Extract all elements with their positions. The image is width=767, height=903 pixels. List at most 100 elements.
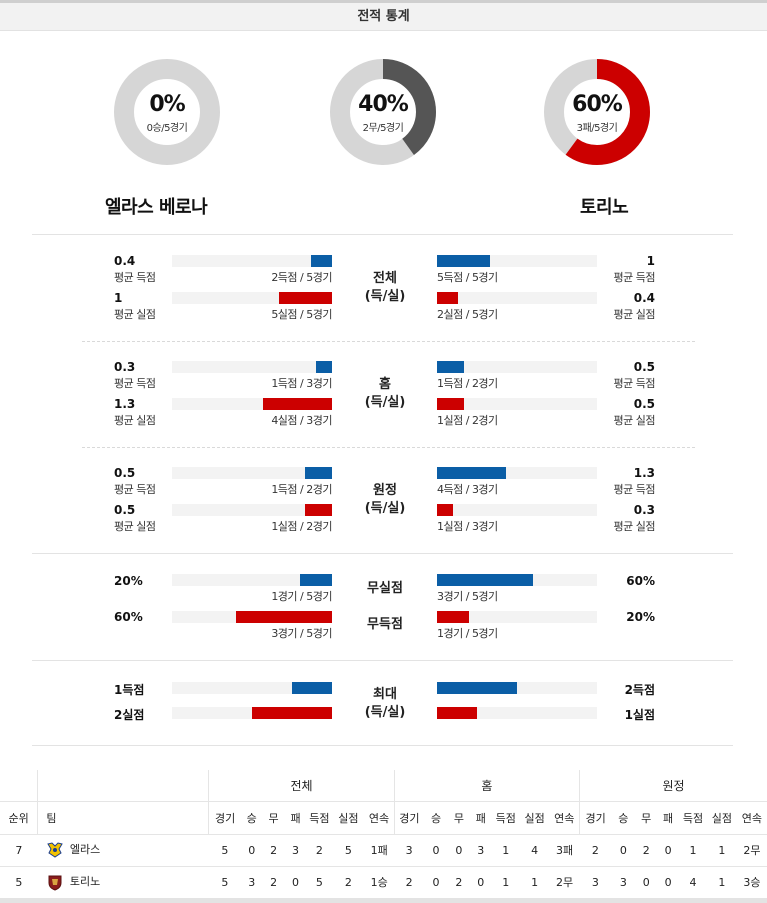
col-streak: 연속: [364, 800, 395, 835]
away-avg-conceded-label: 평균 실점: [613, 308, 656, 321]
away-avg-conceded-label: 평균 실점: [613, 520, 656, 533]
section-label-home: 홈 (득/실): [334, 376, 436, 412]
divider: [32, 234, 733, 235]
section-label-line2: (득/실): [364, 289, 406, 304]
rank-cell: 7: [0, 834, 38, 867]
stat-cell: 3: [469, 834, 492, 867]
col-draws: 무: [635, 800, 658, 835]
away-avg-conceded: 0.4: [633, 291, 655, 305]
stat-cell: 1: [706, 834, 737, 867]
bar-track: [437, 398, 597, 410]
away-avg-scored: 1: [646, 254, 655, 268]
stat-cell: 5: [332, 834, 365, 867]
section-label-line1: 원정: [373, 483, 397, 498]
away-conceded-bar: [437, 292, 458, 304]
away-avg-conceded: 0.5: [633, 397, 655, 411]
away-max-scored-bar: [437, 682, 517, 694]
stat-cell: 1: [491, 834, 520, 867]
bar-track: [437, 504, 597, 516]
stat-cell: 3: [284, 834, 307, 867]
section-label-total: 전체 (득/실): [334, 270, 436, 306]
group-home: 홈: [393, 770, 580, 801]
home-clean-sheet-detail: 1경기 / 5경기: [271, 590, 332, 603]
away-avg-scored: 1.3: [633, 466, 655, 480]
stat-cell: 3: [394, 834, 425, 867]
stat-cell: 0: [611, 834, 636, 867]
away-clean-sheet-bar: [437, 574, 533, 586]
home-conceded-detail: 4실점 / 3경기: [271, 414, 332, 427]
col-goals-for: 득점: [306, 800, 333, 835]
col-losses: 패: [469, 800, 492, 835]
streak-cell: 2무: [736, 834, 767, 867]
away-team-name: 토리노: [580, 197, 629, 218]
away-conceded-bar: [437, 504, 453, 516]
col-wins: 승: [240, 800, 263, 835]
home-avg-scored-label: 평균 득점: [114, 483, 156, 496]
home-max-conceded: 2실점: [114, 708, 145, 722]
donut-arc: [544, 59, 650, 165]
donut-percent: 0%: [149, 92, 185, 117]
loss-rate-donut: 60% 3패/5경기: [543, 58, 651, 166]
home-avg-conceded-label: 평균 실점: [114, 520, 156, 533]
divider: [32, 745, 733, 746]
donut-caption: 0승/5경기: [146, 123, 188, 134]
torino-logo-icon: [46, 873, 64, 891]
stat-cell: 0: [657, 834, 680, 867]
section-label-line2: (득/실): [364, 395, 406, 410]
stat-cell: 2: [262, 834, 285, 867]
home-avg-scored: 0.4: [114, 254, 136, 268]
verona-logo-icon: [46, 841, 64, 859]
table-header-row: 순위 팀 경기 승 무 패 득점 실점 연속 경기 승 무 패 득점 실점 연속…: [0, 800, 767, 835]
col-goals-for: 득점: [491, 800, 520, 835]
col-draws: 무: [447, 800, 470, 835]
away-conceded-detail: 1실점 / 2경기: [437, 414, 498, 427]
col-wins: 승: [611, 800, 636, 835]
streak-cell: 3승: [736, 866, 767, 899]
away-max-scored: 2득점: [624, 683, 655, 697]
col-draws: 무: [262, 800, 285, 835]
section-label-clean-sheet: 무실점: [367, 581, 403, 596]
stat-cell: 5: [208, 866, 241, 899]
standings-table: 전체 홈 원정 순위 팀 경기 승 무 패 득점 실점 연속 경기 승 무 패 …: [0, 770, 767, 899]
stat-cell: 0: [424, 834, 448, 867]
divider: [82, 341, 695, 342]
col-games: 경기: [393, 800, 425, 835]
group-away: 원정: [578, 770, 767, 801]
home-scored-bar: [316, 361, 332, 373]
table-row: 5 토리노 5 3 2 0 5 2 1승 2 0 2 0 1 1 2무 3 3 …: [0, 866, 767, 899]
section-label-max: 최대 (득/실): [334, 686, 436, 722]
home-team-name: 엘라스 베로나: [105, 197, 208, 218]
bar-track: [437, 707, 597, 719]
home-avg-conceded-label: 평균 실점: [114, 308, 156, 321]
col-games: 경기: [208, 800, 241, 835]
away-avg-scored-label: 평균 득점: [613, 377, 656, 390]
away-scored-detail: 5득점 / 5경기: [437, 271, 498, 284]
stat-cell: 3: [611, 866, 636, 899]
col-streak: 연속: [736, 800, 767, 835]
bar-track: [172, 574, 332, 586]
home-avg-conceded: 1.3: [114, 397, 136, 411]
streak-cell: 3패: [549, 834, 580, 867]
stat-cell: 0: [657, 866, 680, 899]
table-group-row: 전체 홈 원정: [0, 770, 767, 801]
away-no-score-pct: 20%: [626, 610, 655, 624]
col-games: 경기: [578, 800, 612, 835]
donut-caption: 2무/5경기: [362, 123, 404, 134]
stat-cell: 5: [306, 866, 333, 899]
home-avg-conceded: 0.5: [114, 503, 136, 517]
home-no-score-bar: [236, 611, 332, 623]
stat-cell: 2: [394, 866, 425, 899]
stat-cell: 2: [635, 834, 658, 867]
page-title: 전적 통계: [0, 0, 767, 31]
section-label-line2: (득/실): [364, 501, 406, 516]
home-scored-detail: 1득점 / 2경기: [271, 483, 332, 496]
home-conceded-detail: 1실점 / 2경기: [271, 520, 332, 533]
home-scored-bar: [311, 255, 332, 267]
col-wins: 승: [424, 800, 448, 835]
bar-track: [172, 361, 332, 373]
home-avg-scored: 0.5: [114, 466, 136, 480]
away-no-score-detail: 1경기 / 5경기: [437, 627, 498, 640]
home-scored-detail: 1득점 / 3경기: [271, 377, 332, 390]
bar-track: [172, 255, 332, 267]
col-streak: 연속: [549, 800, 580, 835]
